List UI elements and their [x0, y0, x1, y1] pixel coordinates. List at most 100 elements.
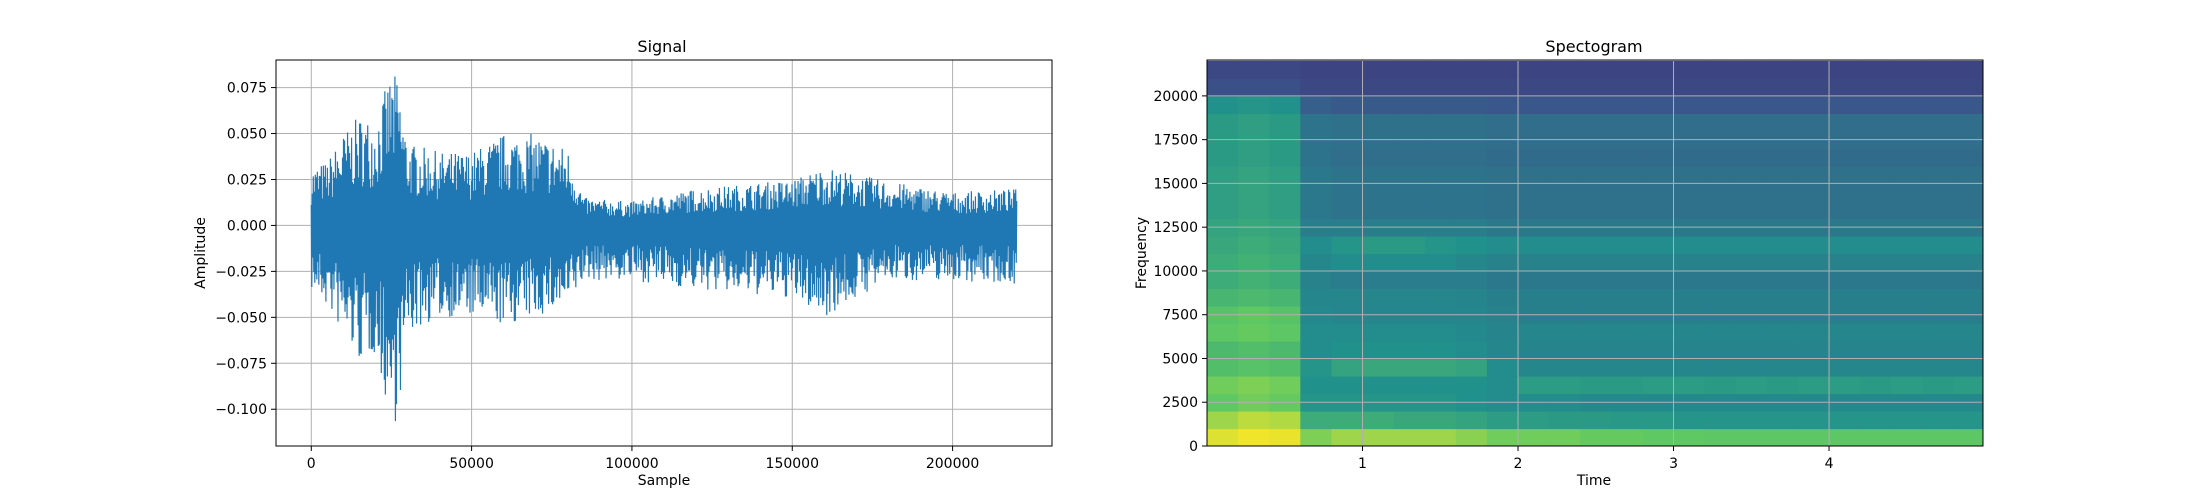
spectrogram-cell — [1860, 200, 1892, 220]
spectrogram-cell — [1393, 358, 1426, 377]
spectrogram-cell — [1393, 340, 1426, 360]
spectrogram-cell — [1238, 113, 1270, 132]
spectrogram-cell — [1549, 200, 1581, 220]
spectrogram-cell — [1424, 183, 1457, 202]
spectrogram-cell — [1704, 183, 1737, 202]
spectrogram-cell — [1642, 60, 1675, 79]
spectrogram-cell — [1766, 288, 1799, 307]
spectrogram-cell — [1207, 323, 1239, 342]
spectrogram-cell — [1269, 358, 1301, 377]
spectrogram-cell — [1393, 200, 1426, 220]
spectrogram-cell — [1766, 95, 1799, 114]
spectrogram-cell — [1611, 375, 1644, 395]
spectrogram-cell — [1269, 323, 1301, 342]
spectrogram-cell — [1207, 375, 1239, 395]
spectrogram-cell — [1704, 428, 1737, 446]
spectrogram-cell — [1704, 60, 1737, 79]
spectrogram-cell — [1580, 358, 1612, 377]
spectrogram-cell — [1735, 358, 1768, 377]
spectrogram-cell — [1207, 148, 1239, 167]
spectrogram-cell — [1766, 358, 1799, 377]
spectrogram-cell — [1518, 60, 1550, 79]
spectrogram-cell — [1486, 165, 1519, 185]
spectrogram-cell — [1860, 358, 1892, 377]
spectrogram-cell — [1207, 270, 1239, 290]
spectrogram-cell — [1611, 428, 1644, 446]
spectrogram-cell — [1269, 253, 1301, 272]
spectrogram-cell — [1362, 148, 1395, 167]
spectrogram-cell — [1518, 95, 1550, 114]
spectrogram-cell — [1704, 375, 1737, 395]
spectrogram-cell — [1331, 165, 1364, 185]
spectrogram-cell — [1611, 288, 1644, 307]
spectrogram-cell — [1455, 428, 1488, 446]
spectrogram-cell — [1207, 235, 1239, 255]
spectrogram-cell — [1891, 323, 1923, 342]
spectrogram-cell — [1549, 183, 1581, 202]
spectrogram-cell — [1455, 200, 1488, 220]
spectrogram-cell — [1953, 235, 1983, 255]
spectrogram-cell — [1704, 340, 1737, 360]
spectrogram-cell — [1953, 253, 1983, 272]
spectrogram-cell — [1424, 235, 1457, 255]
spectrogram-title: Spectogram — [1545, 37, 1642, 56]
spectrogram-cell — [1300, 340, 1333, 360]
spectrogram-cell — [1518, 340, 1550, 360]
spectrogram-cell — [1424, 323, 1457, 342]
spectrogram-cell — [1238, 375, 1270, 395]
spectrogram-cell — [1455, 165, 1488, 185]
spectrogram-cell — [1424, 358, 1457, 377]
spectrogram-cell — [1300, 78, 1333, 97]
spectrogram-cell — [1486, 113, 1519, 132]
spectrogram-cell — [1331, 183, 1364, 202]
spectrogram-x-tick-label: 2 — [1514, 456, 1523, 472]
spectrogram-cell — [1735, 183, 1768, 202]
spectrogram-cell — [1797, 323, 1830, 342]
spectrogram-cell — [1486, 95, 1519, 114]
spectrogram-cell — [1580, 95, 1612, 114]
spectrogram-cell — [1331, 113, 1364, 132]
spectrogram-cell — [1549, 78, 1581, 97]
spectrogram-cell — [1829, 165, 1861, 185]
spectrogram-cell — [1269, 200, 1301, 220]
spectrogram-cell — [1424, 288, 1457, 307]
spectrogram-cell — [1922, 428, 1955, 446]
spectrogram-cell — [1518, 253, 1550, 272]
spectrogram-cell — [1269, 288, 1301, 307]
spectrogram-cell — [1486, 60, 1519, 79]
spectrogram-cell — [1766, 183, 1799, 202]
spectrogram-cell — [1642, 270, 1675, 290]
spectrogram-cell — [1300, 410, 1333, 430]
spectrogram-cell — [1580, 288, 1612, 307]
spectrogram-cell — [1953, 323, 1983, 342]
spectrogram-cell — [1829, 95, 1861, 114]
spectrogram-cell — [1953, 340, 1983, 360]
spectrogram-cell — [1393, 235, 1426, 255]
spectrogram-cell — [1580, 323, 1612, 342]
spectrogram-cell — [1518, 183, 1550, 202]
spectrogram-cell — [1642, 113, 1675, 132]
spectrogram-cell — [1860, 183, 1892, 202]
spectrogram-cell — [1860, 78, 1892, 97]
spectrogram-cell — [1238, 60, 1270, 79]
spectrogram-cell — [1518, 375, 1550, 395]
spectrogram-cell — [1797, 78, 1830, 97]
spectrogram-cell — [1486, 183, 1519, 202]
spectrogram-cell — [1455, 95, 1488, 114]
spectrogram-cell — [1891, 375, 1923, 395]
spectrogram-cell — [1860, 410, 1892, 430]
spectrogram-cell — [1953, 113, 1983, 132]
spectrogram-cell — [1766, 200, 1799, 220]
spectrogram-cell — [1486, 235, 1519, 255]
spectrogram-cell — [1704, 323, 1737, 342]
spectrogram-cell — [1424, 165, 1457, 185]
signal-waveform-line — [310, 76, 1018, 422]
spectrogram-cell — [1642, 235, 1675, 255]
spectrogram-cell — [1642, 200, 1675, 220]
spectrogram-cell — [1455, 358, 1488, 377]
spectrogram-cell — [1518, 113, 1550, 132]
spectrogram-cell — [1766, 270, 1799, 290]
spectrogram-cell — [1362, 165, 1395, 185]
signal-x-tick-label: 0 — [307, 456, 316, 472]
spectrogram-cell — [1455, 270, 1488, 290]
